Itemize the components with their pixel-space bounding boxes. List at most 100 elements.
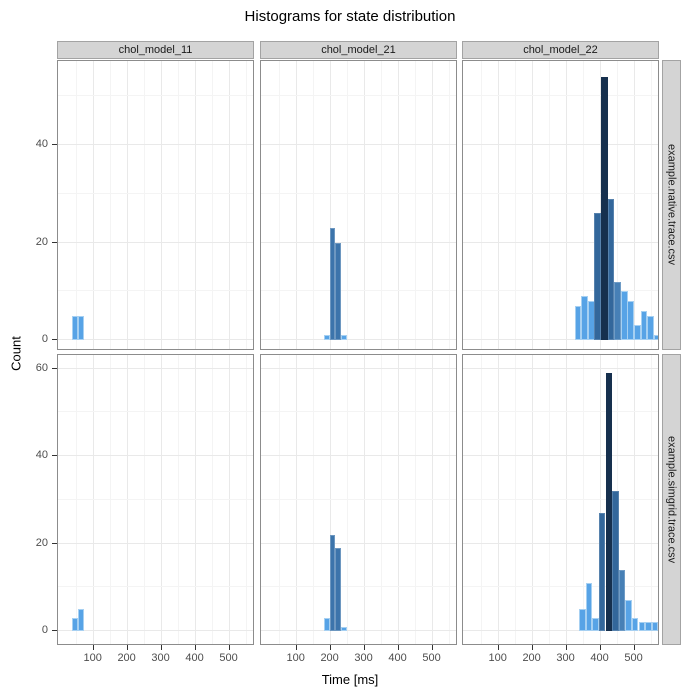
x-tick-label: 500: [624, 652, 643, 664]
x-tick-label: 100: [286, 652, 305, 664]
histogram-bar: [598, 512, 606, 631]
grid-line-minor: [347, 61, 349, 349]
histogram-bar: [618, 569, 626, 631]
grid-line-major: [463, 339, 658, 340]
grid-line-major: [330, 61, 332, 349]
y-tick-label: 40: [35, 449, 48, 461]
grid-line-minor: [110, 61, 112, 349]
grid-line-major: [463, 367, 658, 369]
histogram-bar: [323, 335, 330, 340]
y-tick-label: 0: [41, 333, 48, 345]
grid-line-major: [463, 455, 658, 456]
y-tick-label: 20: [35, 536, 48, 549]
histogram-bar: [594, 213, 602, 340]
grid-line-major: [58, 241, 253, 243]
grid-line-minor: [58, 411, 253, 413]
x-tick-label: 500: [219, 652, 238, 664]
grid-line-major: [229, 61, 231, 349]
grid-line-minor: [58, 192, 253, 194]
facet-column-strip: chol_model_22: [462, 41, 659, 59]
y-tick-mark: [52, 144, 57, 145]
x-tick-mark: [160, 645, 162, 650]
grid-line-minor: [246, 61, 247, 349]
histogram-bar: [77, 315, 84, 340]
grid-line-minor: [651, 61, 652, 349]
grid-line-major: [58, 339, 253, 340]
grid-line-major: [463, 144, 658, 145]
histogram-bar: [640, 310, 648, 340]
x-tick-label: 400: [185, 652, 204, 664]
grid-line-minor: [313, 61, 315, 349]
grid-line-minor: [261, 411, 456, 413]
grid-line-major: [532, 61, 534, 349]
histogram-bar: [77, 609, 84, 631]
grid-line-minor: [463, 586, 658, 588]
grid-line-major: [463, 542, 658, 544]
histogram-bar: [638, 622, 646, 631]
grid-line-major: [634, 61, 636, 349]
x-tick-mark: [599, 645, 601, 650]
histogram-bar: [579, 609, 586, 631]
x-tick-label: 400: [590, 652, 609, 664]
grid-line-minor: [58, 95, 253, 97]
y-tick-label: 40: [35, 138, 48, 150]
grid-line-minor: [463, 498, 658, 500]
grid-line-major: [498, 61, 500, 349]
grid-line-major: [58, 367, 253, 369]
x-tick-mark: [565, 645, 567, 650]
x-tick-label: 300: [556, 652, 575, 664]
grid-line-minor: [481, 61, 483, 349]
histogram-bar: [614, 281, 621, 340]
x-tick-mark: [92, 645, 94, 650]
y-tick-mark: [52, 367, 57, 369]
grid-line-minor: [463, 95, 658, 97]
x-tick-mark: [633, 645, 635, 650]
histogram-panel: [260, 354, 457, 645]
grid-line-major: [566, 61, 568, 349]
y-tick-mark: [52, 241, 57, 243]
x-tick-label: 300: [151, 652, 170, 664]
grid-line-major: [364, 61, 366, 349]
x-tick-mark: [228, 645, 230, 650]
grid-line-major: [195, 61, 197, 349]
x-tick-label: 400: [388, 652, 407, 664]
histogram-bar: [329, 534, 336, 631]
grid-line-minor: [617, 61, 619, 349]
grid-line-major: [261, 542, 456, 544]
facet-column-strip: chol_model_11: [57, 41, 254, 59]
grid-line-minor: [261, 586, 456, 588]
x-tick-mark: [363, 645, 365, 650]
x-tick-label: 200: [522, 652, 541, 664]
grid-line-minor: [261, 498, 456, 500]
grid-line-minor: [76, 61, 78, 349]
histogram-bar: [634, 325, 641, 340]
x-tick-mark: [194, 645, 196, 650]
grid-line-major: [58, 455, 253, 456]
y-tick-label: 0: [41, 624, 48, 636]
grid-line-major: [58, 144, 253, 145]
histogram-bar: [631, 617, 639, 631]
histogram-bar: [329, 227, 336, 340]
grid-line-minor: [415, 61, 417, 349]
x-tick-mark: [329, 645, 331, 650]
histogram-bar: [574, 305, 582, 340]
grid-line-major: [58, 630, 253, 631]
x-tick-mark: [397, 645, 399, 650]
x-tick-label: 200: [117, 652, 136, 664]
histogram-bar: [71, 315, 78, 340]
grid-line-major: [261, 630, 456, 631]
histogram-bar: [341, 335, 347, 340]
x-tick-label: 100: [83, 652, 102, 664]
grid-line-minor: [463, 192, 658, 194]
histogram-bar: [323, 617, 330, 631]
histogram-bar: [335, 547, 342, 631]
histogram-panel: [260, 60, 457, 350]
x-tick-mark: [126, 645, 128, 650]
grid-line-major: [463, 630, 658, 631]
grid-line-minor: [463, 290, 658, 292]
grid-line-minor: [549, 61, 551, 349]
y-tick-mark: [52, 630, 57, 631]
grid-line-minor: [279, 61, 281, 349]
histogram-bar: [605, 372, 613, 631]
